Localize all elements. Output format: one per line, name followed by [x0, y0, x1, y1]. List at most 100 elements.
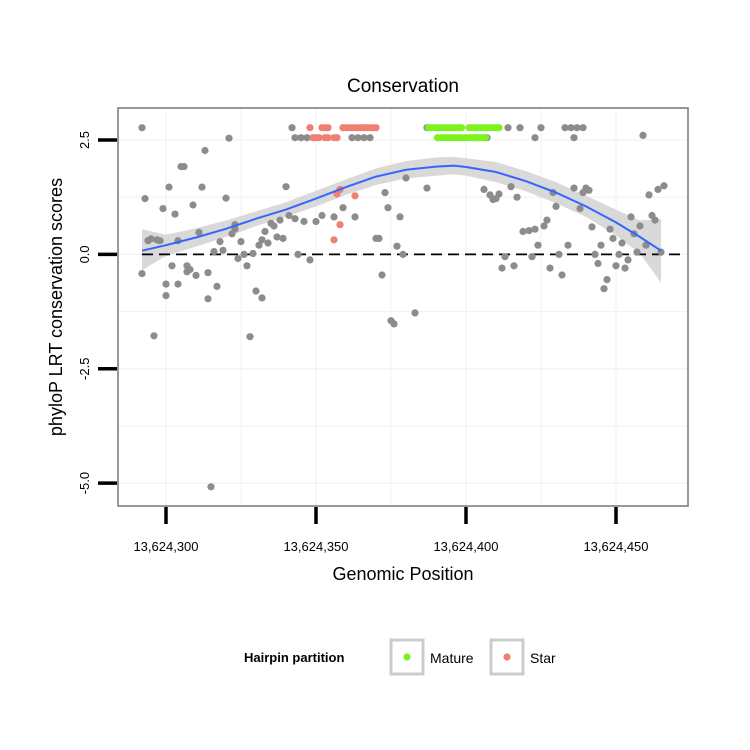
point-other: [591, 250, 599, 258]
point-other: [480, 185, 488, 193]
legend-dot-star: [503, 653, 511, 661]
legend: Hairpin partition Mature Star: [244, 638, 556, 676]
point-other: [615, 250, 623, 258]
x-tick-label: 13,624,400: [433, 539, 498, 554]
point-other: [546, 264, 554, 272]
point-other: [240, 250, 248, 258]
y-tick-label: -5.0: [77, 472, 92, 494]
point-other: [276, 216, 284, 224]
point-other: [288, 124, 296, 132]
point-other: [600, 285, 608, 293]
point-other: [402, 174, 410, 182]
point-other: [156, 237, 164, 245]
point-other: [351, 213, 359, 221]
point-other: [552, 202, 560, 210]
point-star: [324, 134, 332, 142]
point-star: [333, 134, 341, 142]
y-axis: -5.0 -2.5 0.0 2.5: [77, 131, 117, 494]
x-tick-label: 13,624,350: [283, 539, 348, 554]
point-other: [300, 217, 308, 226]
x-tick-label: 13,624,450: [583, 539, 648, 554]
point-star: [336, 221, 344, 229]
point-other: [210, 248, 218, 256]
point-other: [150, 332, 158, 340]
point-other: [339, 204, 347, 212]
point-other: [534, 241, 542, 249]
point-other: [645, 191, 653, 199]
chart-title: Conservation: [347, 76, 459, 97]
point-other: [261, 227, 269, 236]
point-other: [618, 239, 626, 247]
point-other: [423, 184, 431, 192]
point-other: [609, 234, 617, 242]
point-other: [654, 185, 662, 193]
point-other: [612, 262, 620, 270]
point-other: [504, 124, 512, 132]
point-other: [264, 239, 272, 247]
point-other: [636, 222, 644, 230]
legend-dot-mature: [403, 653, 411, 661]
point-other: [147, 235, 155, 243]
point-other: [525, 227, 533, 235]
point-other: [207, 483, 215, 491]
x-axis: 13,624,300 13,624,350 13,624,400 13,624,450: [133, 507, 649, 554]
point-other: [270, 222, 278, 230]
point-other: [189, 201, 197, 209]
point-other: [330, 213, 338, 221]
point-other: [537, 124, 545, 132]
point-other: [255, 241, 263, 249]
point-other: [213, 282, 221, 290]
point-other: [639, 131, 647, 139]
point-other: [192, 271, 200, 279]
point-other: [294, 250, 302, 258]
point-other: [531, 134, 539, 142]
y-tick-label: 2.5: [77, 131, 92, 149]
point-other: [285, 211, 293, 220]
point-other: [222, 194, 230, 202]
point-other: [162, 292, 170, 300]
point-other: [570, 134, 578, 142]
point-other: [195, 228, 203, 236]
point-other: [411, 309, 419, 317]
point-other: [348, 134, 356, 142]
point-other: [252, 287, 260, 295]
point-other: [543, 216, 551, 224]
y-tick-label: 0.0: [77, 245, 92, 263]
point-other: [642, 241, 650, 249]
point-other: [204, 269, 212, 277]
legend-label-mature: Mature: [430, 650, 474, 666]
confidence-ribbon-layer: [142, 156, 661, 283]
point-other: [564, 241, 572, 249]
point-star: [315, 134, 323, 142]
point-other: [258, 294, 266, 302]
point-other: [579, 124, 587, 132]
point-other: [354, 134, 362, 142]
point-other: [219, 246, 227, 254]
point-other: [138, 124, 146, 132]
point-other: [567, 124, 575, 132]
point-other: [243, 262, 251, 270]
point-other: [291, 215, 299, 223]
point-other: [249, 249, 257, 258]
point-other: [540, 222, 548, 230]
point-other: [510, 262, 518, 270]
point-other: [606, 225, 614, 233]
y-axis-title: phyloP LRT conservation scores: [46, 178, 66, 436]
smooth-line: [141, 164, 662, 252]
point-other: [360, 134, 368, 142]
point-other: [168, 262, 176, 270]
point-other: [528, 253, 536, 261]
point-mature: [481, 134, 490, 142]
point-other: [513, 193, 521, 201]
point-other: [570, 184, 578, 192]
point-other: [162, 280, 170, 288]
point-other: [594, 259, 602, 268]
point-other: [306, 256, 314, 264]
plot-panel-border: [117, 107, 689, 507]
legend-key-mature: [389, 638, 425, 676]
point-mature: [495, 124, 503, 132]
y-tick-label: -2.5: [77, 358, 92, 380]
point-other: [180, 163, 188, 171]
point-other: [246, 333, 254, 341]
